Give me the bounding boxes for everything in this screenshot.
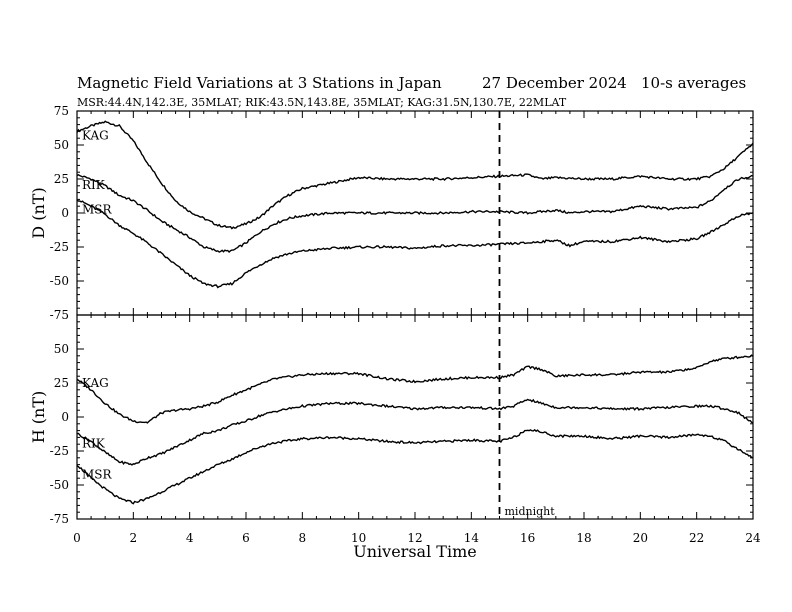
d-series-label-msr: MSR	[82, 202, 113, 216]
x-tick-label: 4	[186, 531, 194, 545]
chart-averaging: 10-s averages	[641, 74, 746, 92]
station-coordinates: MSR:44.4N,142.3E, 35MLAT; RIK:43.5N,143.…	[77, 96, 567, 109]
d-y-tick-label: 50	[54, 138, 69, 152]
d-y-tick-label: 0	[61, 206, 69, 220]
d-y-tick-label: -25	[50, 240, 69, 254]
x-tick-label: 20	[633, 531, 648, 545]
x-tick-label: 18	[576, 531, 591, 545]
x-tick-label: 22	[689, 531, 704, 545]
h-series-label-kag: KAG	[82, 376, 109, 390]
d-y-axis-title: D (nT)	[29, 187, 48, 238]
d-series-kag	[76, 120, 754, 230]
h-series-msr	[76, 428, 754, 505]
x-tick-label: 14	[464, 531, 480, 545]
d-series-rik	[76, 173, 754, 253]
h-y-tick-label: -25	[50, 444, 69, 458]
h-y-axis-title: H (nT)	[29, 391, 48, 444]
x-tick-label: 24	[745, 531, 761, 545]
x-tick-label: 10	[351, 531, 366, 545]
d-panel-frame	[76, 110, 754, 316]
x-tick-label: 8	[299, 531, 307, 545]
chart-title: Magnetic Field Variations at 3 Stations …	[77, 74, 442, 92]
h-y-tick-label: -75	[50, 512, 69, 526]
d-y-tick-label: -50	[50, 274, 69, 288]
x-tick-label: 6	[242, 531, 250, 545]
h-series-label-rik: RIK	[82, 436, 106, 450]
h-y-tick-label: 0	[61, 410, 69, 424]
h-series-label-msr: MSR	[82, 468, 113, 482]
d-y-tick-label: 25	[54, 172, 69, 186]
d-series-label-kag: KAG	[82, 128, 109, 142]
x-tick-label: 12	[407, 531, 422, 545]
d-y-tick-label: 75	[54, 104, 69, 118]
x-tick-label: 2	[130, 531, 138, 545]
h-series-rik	[76, 398, 754, 466]
x-tick-label: 0	[73, 531, 81, 545]
d-series-msr	[76, 199, 754, 289]
h-y-tick-label: 25	[54, 376, 69, 390]
chart-panels: 75 50 25 0 -25 -50 -75 D (nT) KAG RIK MSR 50 25 0 -25 -…	[29, 104, 761, 545]
h-series-kag	[76, 354, 754, 424]
h-panel-frame	[76, 314, 754, 520]
d-series-label-rik: RIK	[82, 178, 106, 192]
d-y-tick-label: -75	[50, 308, 69, 322]
x-axis-title: Universal Time	[353, 542, 476, 561]
h-y-tick-label: 50	[54, 342, 69, 356]
midnight-label: midnight	[505, 505, 556, 518]
chart-date: 27 December 2024	[482, 74, 627, 92]
h-y-tick-label: -50	[50, 478, 69, 492]
x-tick-label: 16	[520, 531, 535, 545]
